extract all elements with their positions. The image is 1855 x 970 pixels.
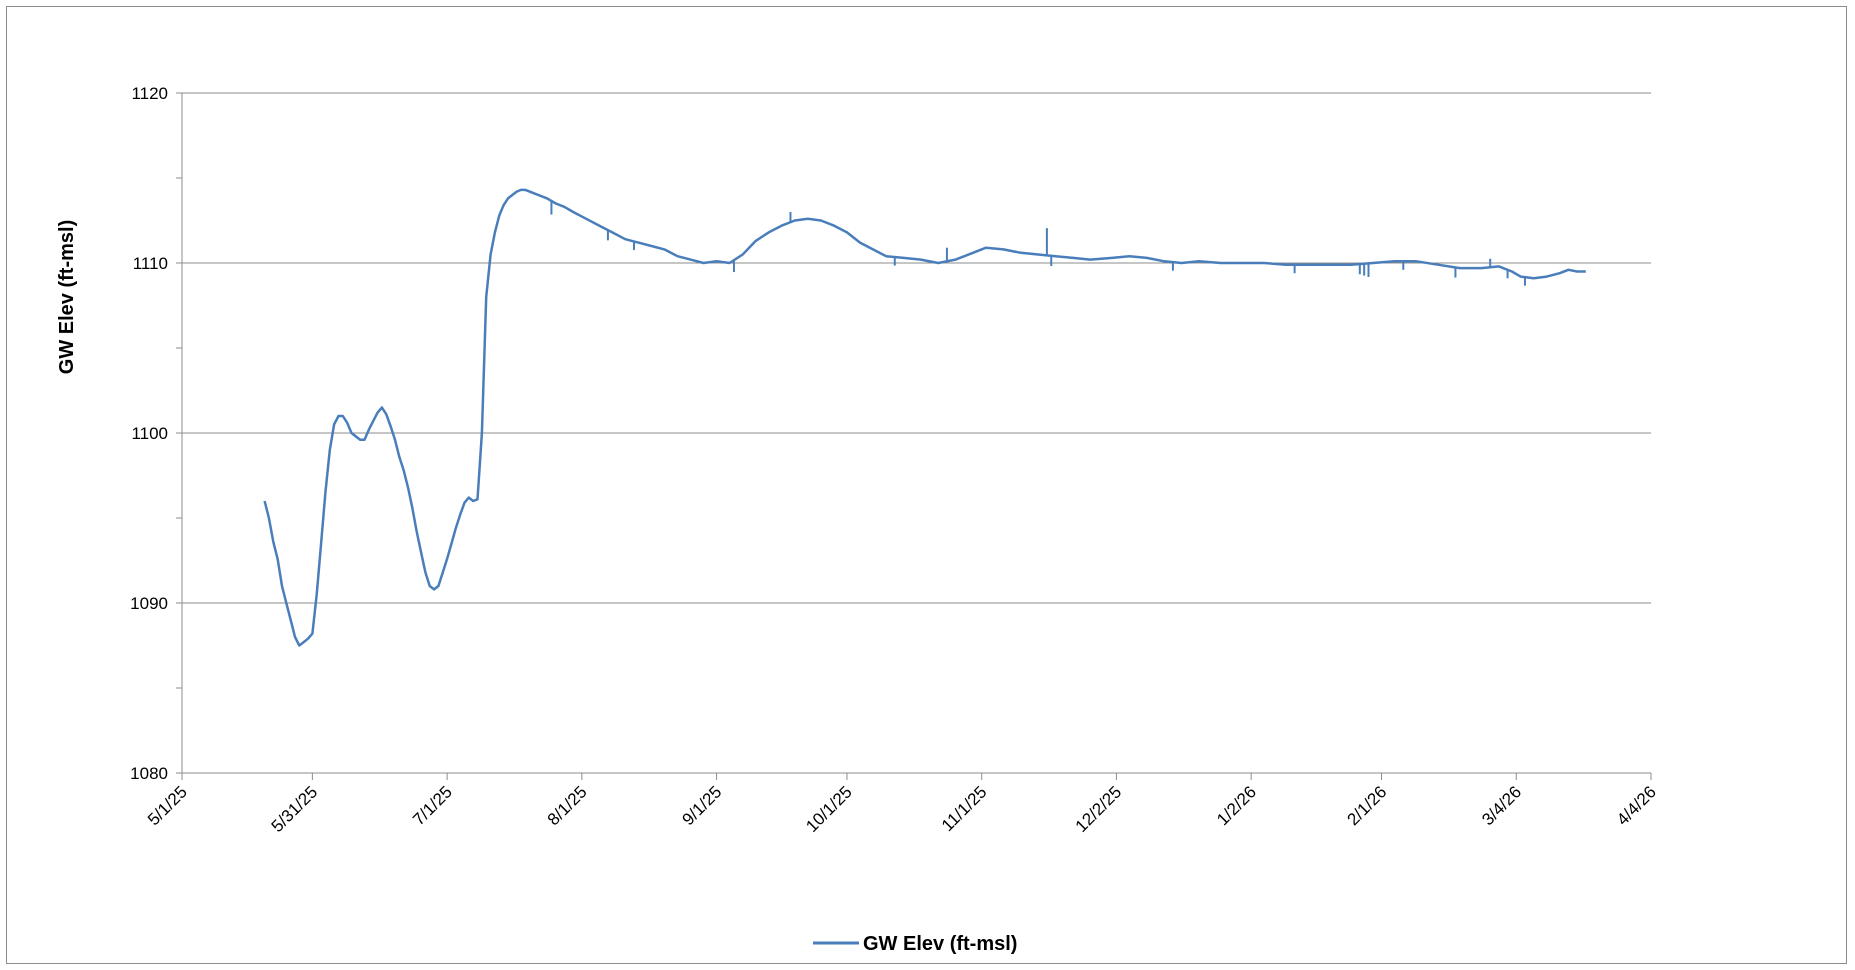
y-tick-label: 1120 — [131, 84, 168, 103]
legend: GW Elev (ft-msl) — [813, 933, 1017, 955]
x-tick-label: 1/2/26 — [1213, 782, 1260, 829]
x-tick-label: 11/1/25 — [938, 782, 991, 835]
axes — [176, 92, 1652, 780]
legend-label: GW Elev (ft-msl) — [863, 933, 1017, 955]
x-tick-label: 10/1/25 — [802, 782, 856, 836]
chart-svg: 1080 1090 1100 1110 1120 5/1/25 5/31/25 7/1/25… — [56, 84, 1660, 955]
x-tick-label: 12/2/25 — [1072, 782, 1126, 836]
y-tick-label: 1100 — [131, 424, 168, 443]
y-tick-label: 1110 — [133, 254, 168, 273]
x-tick-label: 7/1/25 — [409, 782, 456, 829]
chart-area: 1080 1090 1100 1110 1120 5/1/25 5/31/25 7/1/25… — [6, 6, 1847, 964]
x-tick-label: 5/31/25 — [268, 782, 322, 836]
x-tick-label: 2/1/26 — [1344, 782, 1391, 829]
series-line — [263, 188, 1586, 647]
series-layer — [263, 188, 1586, 647]
x-tick-label: 4/4/26 — [1613, 782, 1660, 829]
x-tick-label: 5/1/25 — [144, 782, 191, 829]
x-tick-label: 8/1/25 — [544, 782, 591, 829]
y-tick-labels: 1080 1090 1100 1110 1120 — [130, 84, 168, 783]
y-tick-label: 1080 — [130, 764, 168, 783]
y-tick-label: 1090 — [130, 594, 168, 613]
y-axis-title: GW Elev (ft-msl) — [56, 220, 78, 374]
gridlines — [182, 92, 1651, 604]
x-tick-labels: 5/1/25 5/31/25 7/1/25 8/1/25 9/1/25 10/1/25 11… — [144, 782, 1660, 836]
x-tick-label: 9/1/25 — [679, 782, 726, 829]
x-tick-label: 3/4/26 — [1478, 782, 1525, 829]
